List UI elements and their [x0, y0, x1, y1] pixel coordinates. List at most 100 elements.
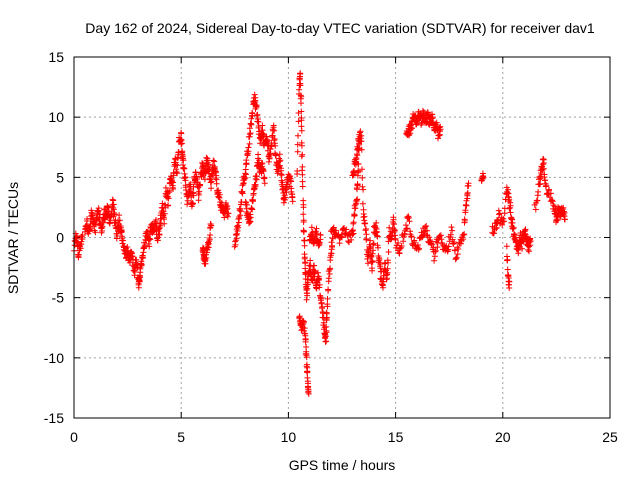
- data-point: [510, 224, 517, 231]
- data-point: [532, 206, 539, 213]
- data-point: [380, 278, 387, 285]
- data-point: [271, 137, 278, 144]
- data-point: [267, 151, 274, 157]
- data-point: [549, 197, 555, 204]
- data-point: [384, 257, 391, 264]
- data-point: [379, 281, 386, 288]
- data-point: [506, 196, 513, 203]
- data-point: [288, 185, 295, 192]
- data-point: [264, 137, 271, 144]
- data-point: [495, 216, 502, 223]
- data-point: [190, 189, 197, 196]
- data-point: [298, 127, 305, 134]
- data-point: [357, 128, 364, 135]
- data-point: [324, 295, 331, 302]
- data-point: [540, 160, 547, 166]
- data-point: [372, 224, 379, 231]
- data-point: [547, 190, 554, 197]
- data-point: [496, 211, 502, 218]
- data-point: [300, 211, 307, 218]
- data-point: [294, 141, 301, 148]
- data-point: [295, 132, 301, 139]
- data-point: [447, 231, 454, 238]
- data-point: [301, 325, 308, 332]
- data-point: [376, 256, 383, 263]
- data-point: [508, 216, 515, 223]
- data-point: [541, 177, 548, 184]
- data-point: [363, 226, 369, 232]
- x-tick-label: 0: [70, 429, 78, 445]
- data-point: [314, 269, 321, 276]
- data-point: [271, 127, 278, 134]
- data-point: [211, 158, 218, 165]
- data-point: [354, 196, 361, 203]
- data-point: [174, 162, 181, 169]
- data-point: [259, 122, 266, 129]
- data-point: [359, 166, 365, 173]
- data-point: [181, 165, 188, 172]
- data-point: [534, 197, 541, 204]
- data-point: [400, 238, 407, 245]
- data-point: [537, 180, 544, 187]
- data-point: [315, 276, 321, 282]
- data-point: [207, 179, 214, 186]
- data-point: [437, 131, 443, 138]
- data-point: [329, 242, 336, 249]
- data-point: [299, 163, 306, 170]
- data-point: [370, 247, 377, 254]
- data-point: [249, 206, 256, 213]
- data-point: [261, 174, 268, 181]
- data-point: [205, 161, 212, 168]
- data-point: [404, 225, 411, 232]
- data-point: [455, 246, 462, 252]
- data-point: [543, 182, 550, 189]
- data-point: [154, 237, 161, 244]
- data-point: [355, 145, 362, 152]
- data-point: [251, 185, 258, 192]
- data-point: [271, 136, 278, 142]
- data-point: [405, 214, 412, 221]
- data-point: [298, 108, 305, 115]
- data-point: [464, 189, 471, 196]
- data-point: [209, 171, 216, 178]
- data-point: [519, 245, 526, 252]
- y-axis-label: SDTVAR / TECUs: [5, 182, 21, 294]
- data-point: [448, 224, 455, 231]
- data-point: [323, 310, 330, 317]
- data-point: [316, 277, 322, 283]
- data-point: [165, 202, 172, 209]
- data-point: [272, 142, 279, 149]
- data-point: [207, 232, 214, 238]
- data-point: [392, 235, 399, 242]
- data-point: [294, 168, 301, 174]
- data-point: [174, 170, 181, 177]
- data-point: [302, 330, 309, 337]
- data-point: [297, 71, 304, 77]
- data-point: [260, 168, 267, 175]
- data-point: [540, 165, 547, 172]
- data-point: [295, 110, 302, 116]
- data-point: [135, 284, 142, 291]
- data-point: [276, 151, 283, 158]
- data-point: [278, 167, 285, 174]
- data-point: [253, 112, 260, 119]
- data-point: [83, 218, 90, 224]
- data-point: [316, 281, 323, 288]
- data-point: [252, 94, 259, 101]
- data-point: [384, 269, 391, 276]
- data-point: [377, 275, 384, 282]
- data-point: [367, 244, 374, 251]
- data-point: [491, 230, 497, 237]
- data-point: [504, 266, 511, 273]
- data-point: [454, 251, 461, 258]
- data-point: [178, 129, 184, 136]
- data-point: [437, 126, 444, 133]
- x-axis-label: GPS time / hours: [289, 457, 396, 473]
- data-point: [239, 188, 246, 195]
- data-point: [395, 240, 402, 246]
- x-tick-label: 25: [602, 429, 618, 445]
- data-point: [480, 174, 487, 181]
- data-point: [367, 237, 374, 244]
- data-point: [224, 205, 231, 212]
